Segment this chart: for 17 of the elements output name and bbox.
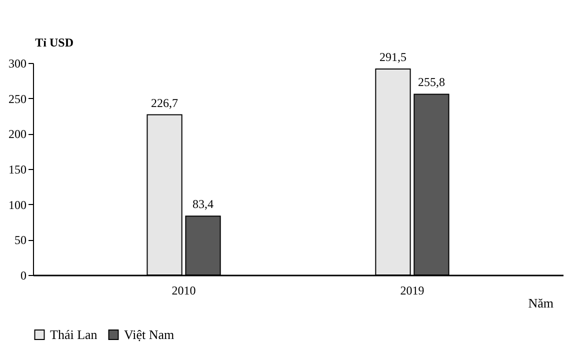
data-label: 291,5: [379, 50, 406, 64]
y-tick-label: 150: [8, 162, 26, 176]
y-tick-label: 300: [8, 56, 26, 70]
x-axis-title: Năm: [528, 296, 554, 310]
y-tick-label: 250: [8, 92, 26, 106]
x-tick-label: 2010: [172, 284, 196, 298]
legend-label: Việt Nam: [124, 326, 174, 342]
y-tick-label: 200: [8, 127, 26, 142]
y-tick-label: 50: [14, 233, 26, 248]
y-axis-title: Tỉ USD: [35, 36, 74, 50]
y-tick-label: 100: [8, 198, 26, 212]
data-label: 255,8: [418, 75, 445, 90]
legend-label: Thái Lan: [50, 326, 98, 342]
x-tick-label: 2019: [400, 284, 424, 298]
data-label: 83,4: [192, 197, 214, 212]
y-tick-label: 0: [20, 268, 26, 282]
data-label: 226,7: [151, 96, 178, 110]
